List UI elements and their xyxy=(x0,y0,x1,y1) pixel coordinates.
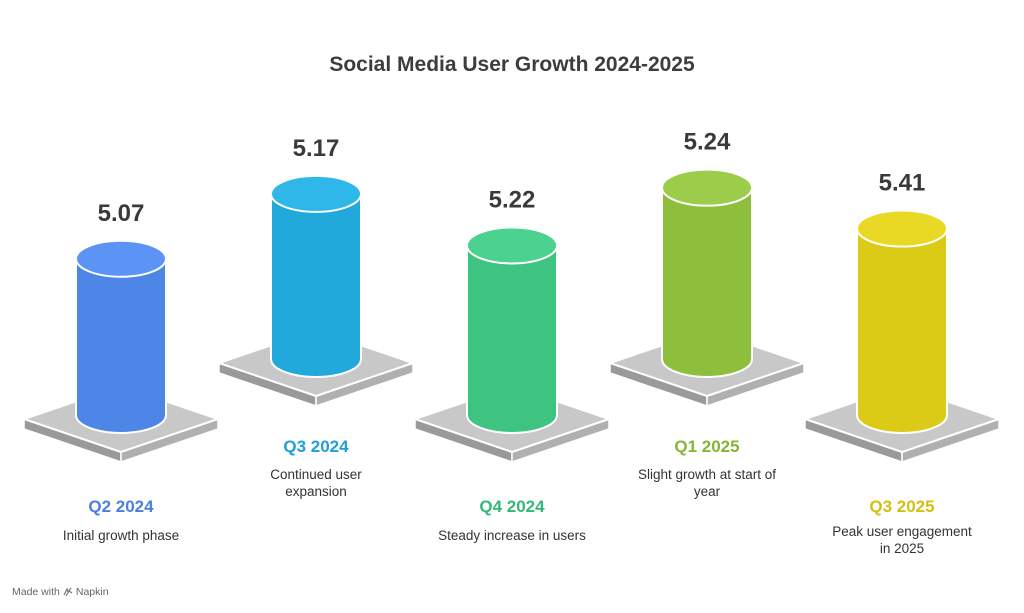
value-label: 5.24 xyxy=(684,129,731,156)
bar-body xyxy=(270,192,362,378)
chart-title: Social Media User Growth 2024-2025 xyxy=(329,53,695,76)
description-line: Continued user xyxy=(270,467,362,482)
footer: Made with Napkin xyxy=(12,586,109,598)
value-label: 5.07 xyxy=(98,200,145,227)
category-label: Q3 2025 xyxy=(869,497,934,516)
category-label: Q1 2025 xyxy=(674,437,739,456)
bars-layer: 5.07 Q2 2024 Initial growth phase 5.17 Q3 20… xyxy=(23,129,1000,556)
category-label: Q3 2024 xyxy=(283,437,349,456)
bar-body xyxy=(75,257,167,434)
bar-group: 5.24 Q1 2025 Slight growth at start of year xyxy=(609,129,805,499)
bar-body xyxy=(661,186,753,378)
category-label: Q4 2024 xyxy=(479,497,545,516)
bar-body xyxy=(466,244,558,434)
bar-top xyxy=(661,168,753,207)
bar-group: 5.41 Q3 2025 Peak user engagement in 2025 xyxy=(804,170,1000,556)
description-line: Initial growth phase xyxy=(63,528,179,543)
bar-group: 5.17 Q3 2024 Continued user expansion xyxy=(218,135,414,499)
napkin-brand-label: Napkin xyxy=(75,586,109,598)
value-label: 5.17 xyxy=(293,135,340,162)
bar-group: 5.22 Q4 2024 Steady increase in users xyxy=(414,186,610,543)
bar-top xyxy=(856,209,948,248)
value-label: 5.22 xyxy=(489,186,536,213)
description-line: year xyxy=(694,484,721,499)
description-line: Peak user engagement xyxy=(832,524,972,539)
description-line: in 2025 xyxy=(880,541,924,556)
description-line: Steady increase in users xyxy=(438,528,586,543)
description-line: Slight growth at start of xyxy=(638,467,776,482)
bar-top xyxy=(75,239,167,278)
bar-top xyxy=(270,174,362,213)
category-label: Q2 2024 xyxy=(88,497,154,516)
description-line: expansion xyxy=(285,484,347,499)
bar-group: 5.07 Q2 2024 Initial growth phase xyxy=(23,200,219,543)
napkin-logo-icon xyxy=(63,587,73,597)
made-with-label: Made with xyxy=(12,586,60,598)
bar-top xyxy=(466,226,558,265)
bar-body xyxy=(856,227,948,434)
value-label: 5.41 xyxy=(879,170,926,197)
